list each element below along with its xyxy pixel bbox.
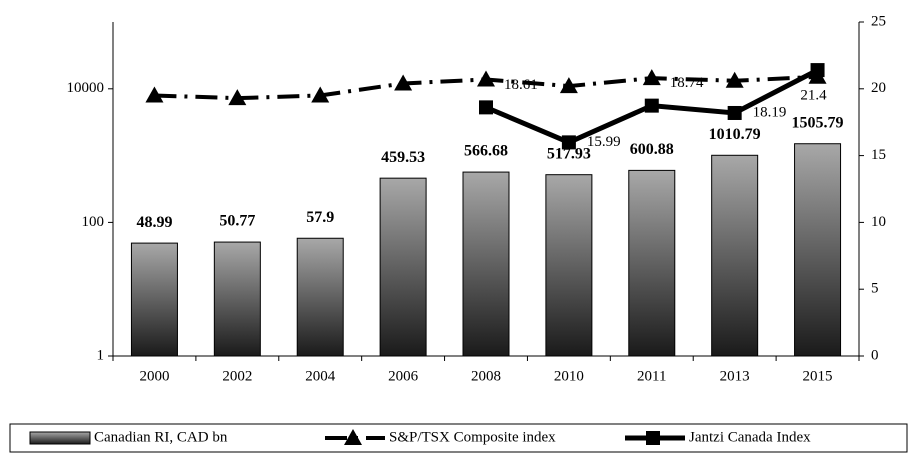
line-value-label: 18.19	[753, 104, 787, 120]
y2-tick-label: 5	[871, 281, 879, 297]
bar	[379, 177, 427, 357]
line-marker	[644, 98, 659, 113]
bar-value-label: 1505.79	[792, 114, 844, 131]
line-value-label: 15.99	[587, 134, 621, 150]
legend-label: S&P/TSX Composite index	[389, 429, 556, 445]
y2-tick-label: 15	[871, 147, 886, 163]
line-marker	[394, 74, 413, 91]
bar	[711, 154, 759, 357]
bar-value-label: 57.9	[306, 209, 334, 226]
line-marker	[810, 63, 825, 78]
x-tick-label: 2004	[305, 368, 336, 384]
y2-tick-label: 0	[871, 347, 879, 363]
x-tick-label: 2010	[554, 368, 584, 384]
y2-tick-label: 20	[871, 80, 886, 96]
line-marker	[311, 86, 330, 103]
bar	[628, 169, 676, 357]
legend-label: Canadian RI, CAD bn	[94, 429, 228, 445]
legend-box	[9, 423, 908, 453]
x-tick-label: 2006	[388, 368, 419, 384]
bar	[794, 143, 842, 357]
line-marker	[477, 70, 495, 87]
bar-value-label: 48.99	[136, 214, 172, 231]
line-marker	[727, 105, 742, 120]
y-tick-label: 10000	[67, 80, 105, 96]
bar-value-label: 50.77	[219, 213, 255, 230]
bar-value-label: 566.68	[464, 143, 508, 160]
line-value-label: 18.74	[670, 75, 704, 91]
y-tick-label: 1	[97, 347, 105, 363]
line-marker	[479, 100, 493, 115]
bar-value-label: 1010.79	[709, 126, 761, 143]
line-marker	[642, 69, 661, 86]
legend-swatch	[29, 431, 91, 445]
line-value-label: 21.4	[800, 88, 827, 104]
x-tick-label: 2013	[720, 368, 750, 384]
line-marker	[725, 71, 744, 88]
legend-marker	[646, 431, 660, 445]
bar	[545, 174, 593, 357]
y2-tick-label: 25	[871, 13, 886, 29]
x-tick-label: 2011	[637, 368, 666, 384]
bar	[213, 241, 261, 357]
line-marker	[145, 86, 164, 103]
line-marker	[561, 135, 576, 150]
bar-value-label: 517.93	[547, 145, 591, 162]
bar-value-label: 459.53	[381, 149, 425, 166]
y-tick-label: 100	[82, 214, 105, 230]
bar	[130, 242, 178, 357]
x-tick-label: 2008	[471, 368, 501, 384]
x-tick-label: 2015	[803, 368, 833, 384]
legend-label: Jantzi Canada Index	[689, 429, 811, 445]
x-tick-label: 2000	[139, 368, 169, 384]
line-value-label: 18.61	[504, 77, 538, 93]
line-marker	[559, 77, 578, 94]
bar-value-label: 600.88	[630, 141, 674, 158]
bar	[296, 237, 344, 357]
line-marker	[228, 89, 247, 106]
bar	[462, 171, 510, 357]
y2-tick-label: 10	[871, 214, 886, 230]
x-tick-label: 2002	[222, 368, 252, 384]
legend-marker	[344, 429, 362, 445]
